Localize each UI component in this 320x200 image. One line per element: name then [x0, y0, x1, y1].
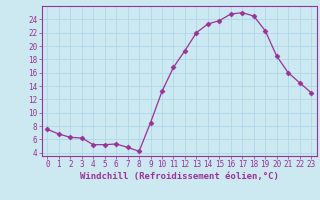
X-axis label: Windchill (Refroidissement éolien,°C): Windchill (Refroidissement éolien,°C)	[80, 172, 279, 181]
